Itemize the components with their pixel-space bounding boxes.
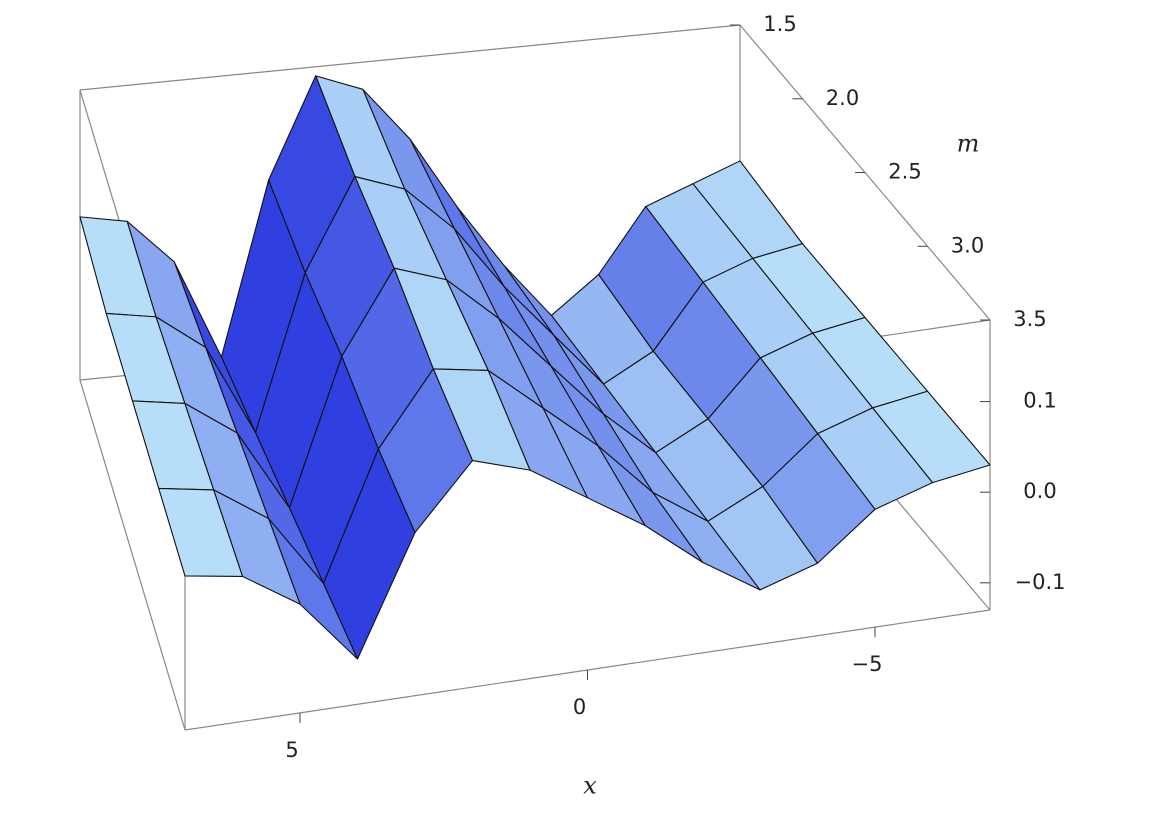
m-tick-label: 3.5 (1013, 307, 1046, 331)
box-edge (79, 24, 741, 91)
x-tick-label: 0 (573, 695, 586, 719)
m-tick-label: 1.5 (763, 12, 796, 36)
m-tick-label: 2.5 (888, 160, 921, 184)
z-tick-label: 0.0 (1023, 479, 1056, 503)
z-tick-label: −0.1 (1015, 570, 1066, 594)
surface-patch (158, 487, 244, 577)
x-axis-label: x (583, 772, 597, 800)
m-tick-label: 3.0 (951, 233, 984, 257)
box-edge (79, 379, 186, 731)
m-tick-label: 2.0 (826, 86, 859, 110)
x-tick-label: −5 (852, 652, 883, 676)
x-tick-label: 5 (285, 738, 298, 762)
z-tick-label: 0.1 (1023, 389, 1056, 413)
m-axis-label: m (957, 130, 980, 158)
